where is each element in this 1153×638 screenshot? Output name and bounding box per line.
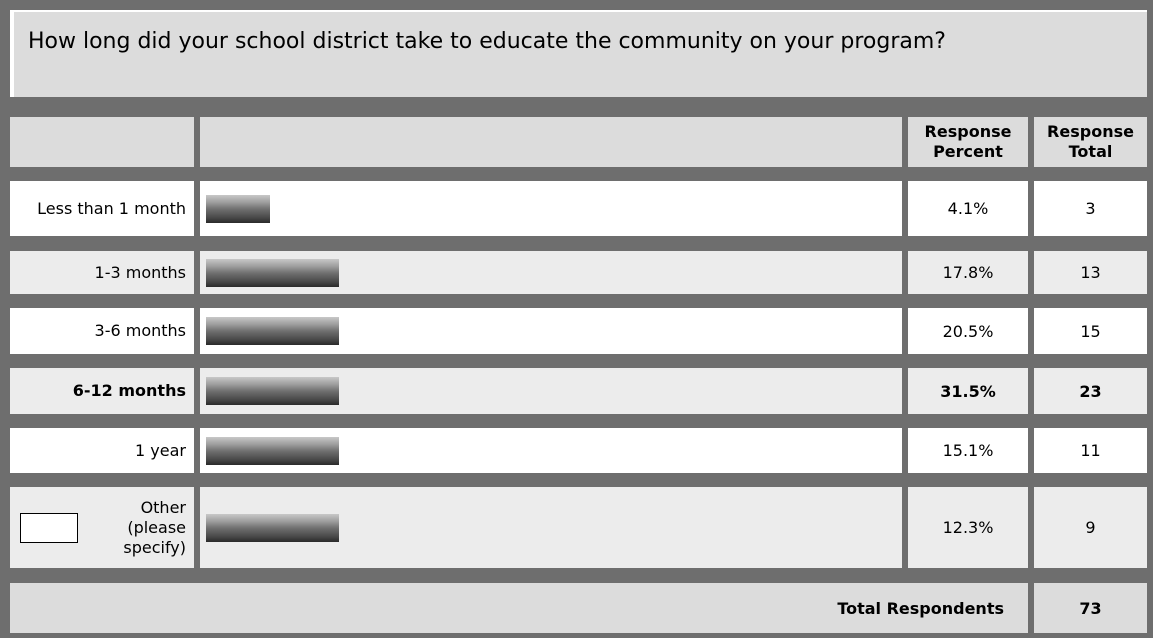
total-respondents-label: Total Respondents [10,583,1028,633]
row-total: 23 [1034,368,1147,414]
question-text: How long did your school district take t… [10,10,1147,97]
row-total: 15 [1034,308,1147,354]
row-percent: 17.8% [908,251,1028,294]
header-response-total: Response Total [1034,117,1147,167]
response-bar [206,194,270,223]
row-percent: 4.1% [908,181,1028,236]
header-label-cell [10,117,194,167]
row-bar-cell [200,308,902,354]
row-total: 11 [1034,428,1147,473]
header-bar-cell [200,117,902,167]
header-response-percent: Response Percent [908,117,1028,167]
row-bar-cell [200,181,902,236]
response-bar [206,513,339,542]
response-bar [206,258,339,287]
other-specify-input[interactable] [20,512,78,543]
row-percent: 12.3% [908,487,1028,568]
row-percent: 31.5% [908,368,1028,414]
row-percent: 20.5% [908,308,1028,354]
row-label: Less than 1 month [10,181,194,236]
row-total: 3 [1034,181,1147,236]
row-label: 6-12 months [10,368,194,414]
row-bar-cell [200,251,902,294]
row-percent: 15.1% [908,428,1028,473]
row-bar-cell [200,428,902,473]
row-label: 1-3 months [10,251,194,294]
row-label: Other (please specify) [100,487,194,568]
row-bar-cell [200,368,902,414]
row-bar-cell [200,487,902,568]
response-bar [206,377,339,405]
total-respondents-value: 73 [1034,583,1147,633]
response-bar [206,436,339,465]
row-label: 1 year [10,428,194,473]
row-total: 9 [1034,487,1147,568]
row-total: 13 [1034,251,1147,294]
row-label-bg [10,487,100,568]
row-label: 3-6 months [10,308,194,354]
response-bar [206,317,339,345]
